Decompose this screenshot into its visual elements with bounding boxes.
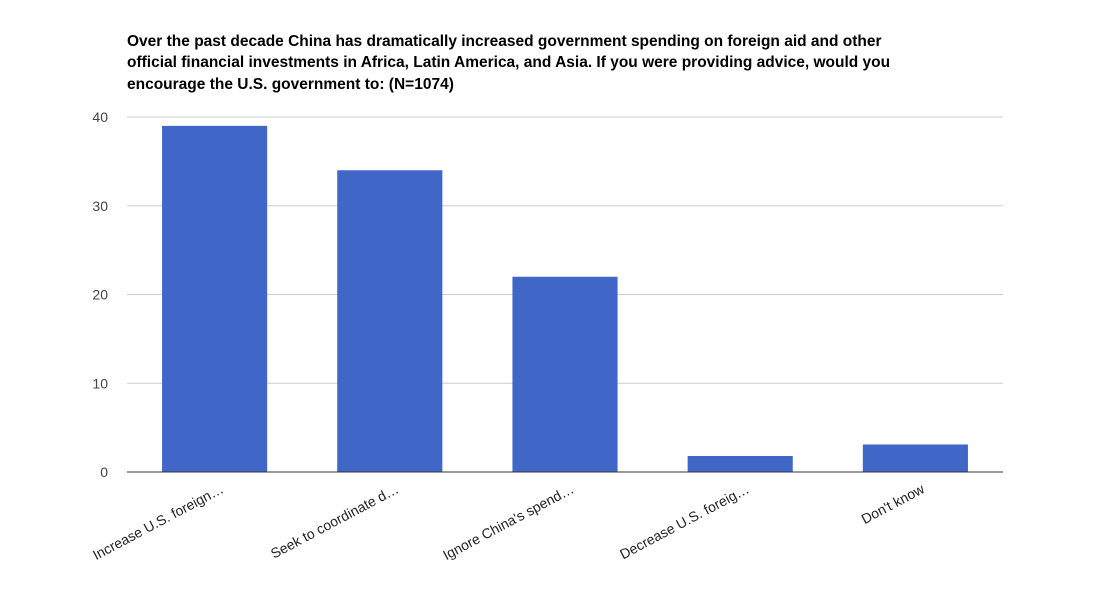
x-category-label: Seek to coordinate d… (268, 481, 401, 562)
x-category-label: Decrease U.S. foreig… (617, 481, 752, 563)
x-axis-category-labels: Increase U.S. foreign… Seek to coordinate… (90, 480, 928, 563)
chart-title-line-2: official financial investments in Africa… (127, 54, 890, 71)
bar-2 (512, 276, 618, 472)
bar-0 (162, 125, 268, 472)
x-category-label: Don't know (859, 480, 928, 527)
x-category-label: Ignore China's spend… (440, 481, 576, 564)
y-tick-label: 30 (92, 198, 108, 214)
y-tick-label: 0 (100, 464, 108, 480)
y-tick-label: 10 (92, 375, 108, 391)
bar-3 (687, 456, 793, 472)
chart-title-line-1: Over the past decade China has dramatica… (127, 33, 882, 50)
chart-title-line-3: encourage the U.S. government to: (N=107… (127, 76, 454, 93)
bar-4 (862, 444, 968, 472)
x-category-label: Increase U.S. foreign… (90, 481, 226, 563)
bars (162, 125, 968, 472)
chart-title: Over the past decade China has dramatica… (127, 33, 890, 93)
y-tick-label: 40 (92, 109, 108, 125)
bar-1 (337, 170, 443, 472)
y-tick-label: 20 (92, 287, 108, 303)
y-axis-tick-labels: 0 10 20 30 40 (92, 109, 108, 480)
